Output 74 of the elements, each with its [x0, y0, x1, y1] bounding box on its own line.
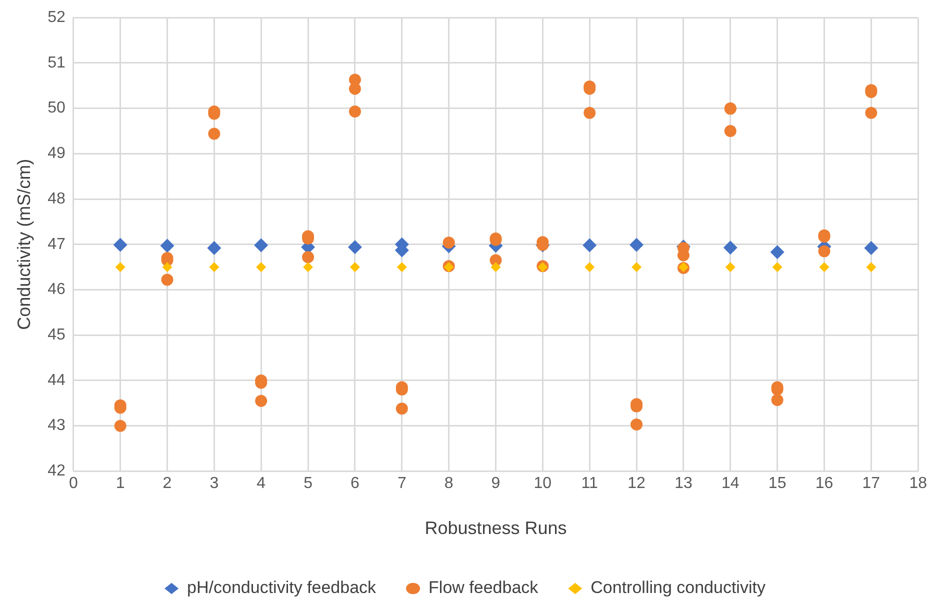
x-tick-label: 4	[256, 475, 266, 492]
point	[865, 106, 878, 119]
y-tick-label: 48	[48, 190, 66, 208]
x-tick-label: 9	[491, 475, 500, 492]
point	[584, 262, 595, 272]
y-axis-title: Conductivity (mS/cm)	[14, 158, 34, 330]
x-tick-label: 14	[721, 475, 740, 492]
point	[348, 240, 362, 254]
point	[772, 262, 782, 272]
point	[490, 262, 501, 272]
point	[819, 262, 830, 272]
x-tick-label: 7	[397, 475, 406, 492]
point	[348, 82, 361, 95]
x-tick-label: 10	[534, 475, 552, 492]
point	[161, 274, 174, 286]
point	[162, 262, 172, 272]
x-tick-label: 3	[210, 475, 219, 492]
point	[723, 240, 738, 255]
y-tick-label: 44	[48, 372, 66, 389]
point	[866, 262, 876, 272]
point	[114, 420, 126, 432]
y-tick-label: 49	[48, 145, 66, 162]
point	[632, 262, 642, 272]
point	[160, 238, 174, 253]
point	[864, 241, 878, 256]
x-tick-label: 2	[162, 475, 172, 492]
x-tick-label: 6	[350, 475, 360, 492]
x-tick-label: 18	[909, 475, 928, 492]
y-tick-label: 45	[48, 326, 66, 344]
point	[302, 251, 314, 264]
x-tick-label: 1	[116, 475, 125, 492]
point	[350, 262, 360, 272]
point	[303, 262, 314, 272]
y-tick-label: 46	[48, 281, 66, 298]
point	[724, 125, 736, 137]
point	[770, 245, 784, 260]
point	[582, 238, 597, 252]
point	[348, 105, 361, 118]
point	[113, 238, 128, 252]
point	[115, 262, 126, 272]
legend-label: pH/conductivity feedback	[187, 578, 377, 598]
legend-label: Controlling conductivity	[590, 578, 766, 598]
y-tick-label: 51	[48, 54, 66, 72]
x-tick-label: 0	[68, 475, 78, 492]
x-tick-label: 16	[815, 475, 834, 492]
point	[818, 245, 830, 258]
x-tick-label: 13	[674, 475, 692, 492]
x-axis-title: Robustness Runs	[424, 518, 567, 538]
x-tick-label: 15	[768, 475, 786, 492]
point	[209, 262, 220, 272]
x-tick-label: 12	[628, 475, 646, 492]
point	[396, 262, 407, 272]
point	[255, 394, 268, 407]
point	[256, 262, 266, 272]
point	[396, 402, 408, 415]
y-tick-label: 50	[48, 100, 66, 117]
legend-label: Flow feedback	[428, 578, 539, 598]
point	[207, 241, 222, 256]
x-tick-label: 8	[444, 475, 454, 492]
point	[442, 236, 455, 249]
point	[208, 128, 220, 140]
point	[725, 262, 736, 272]
point	[254, 238, 268, 252]
y-tick-label: 47	[48, 236, 66, 253]
point	[630, 418, 643, 430]
point	[771, 394, 784, 406]
point	[630, 238, 644, 252]
y-tick-label: 52	[48, 9, 66, 26]
point	[584, 106, 596, 119]
x-tick-label: 17	[862, 475, 880, 492]
x-tick-label: 5	[304, 475, 313, 492]
y-tick-label: 42	[48, 462, 66, 480]
x-tick-label: 11	[581, 475, 598, 492]
y-tick-label: 43	[48, 417, 66, 434]
